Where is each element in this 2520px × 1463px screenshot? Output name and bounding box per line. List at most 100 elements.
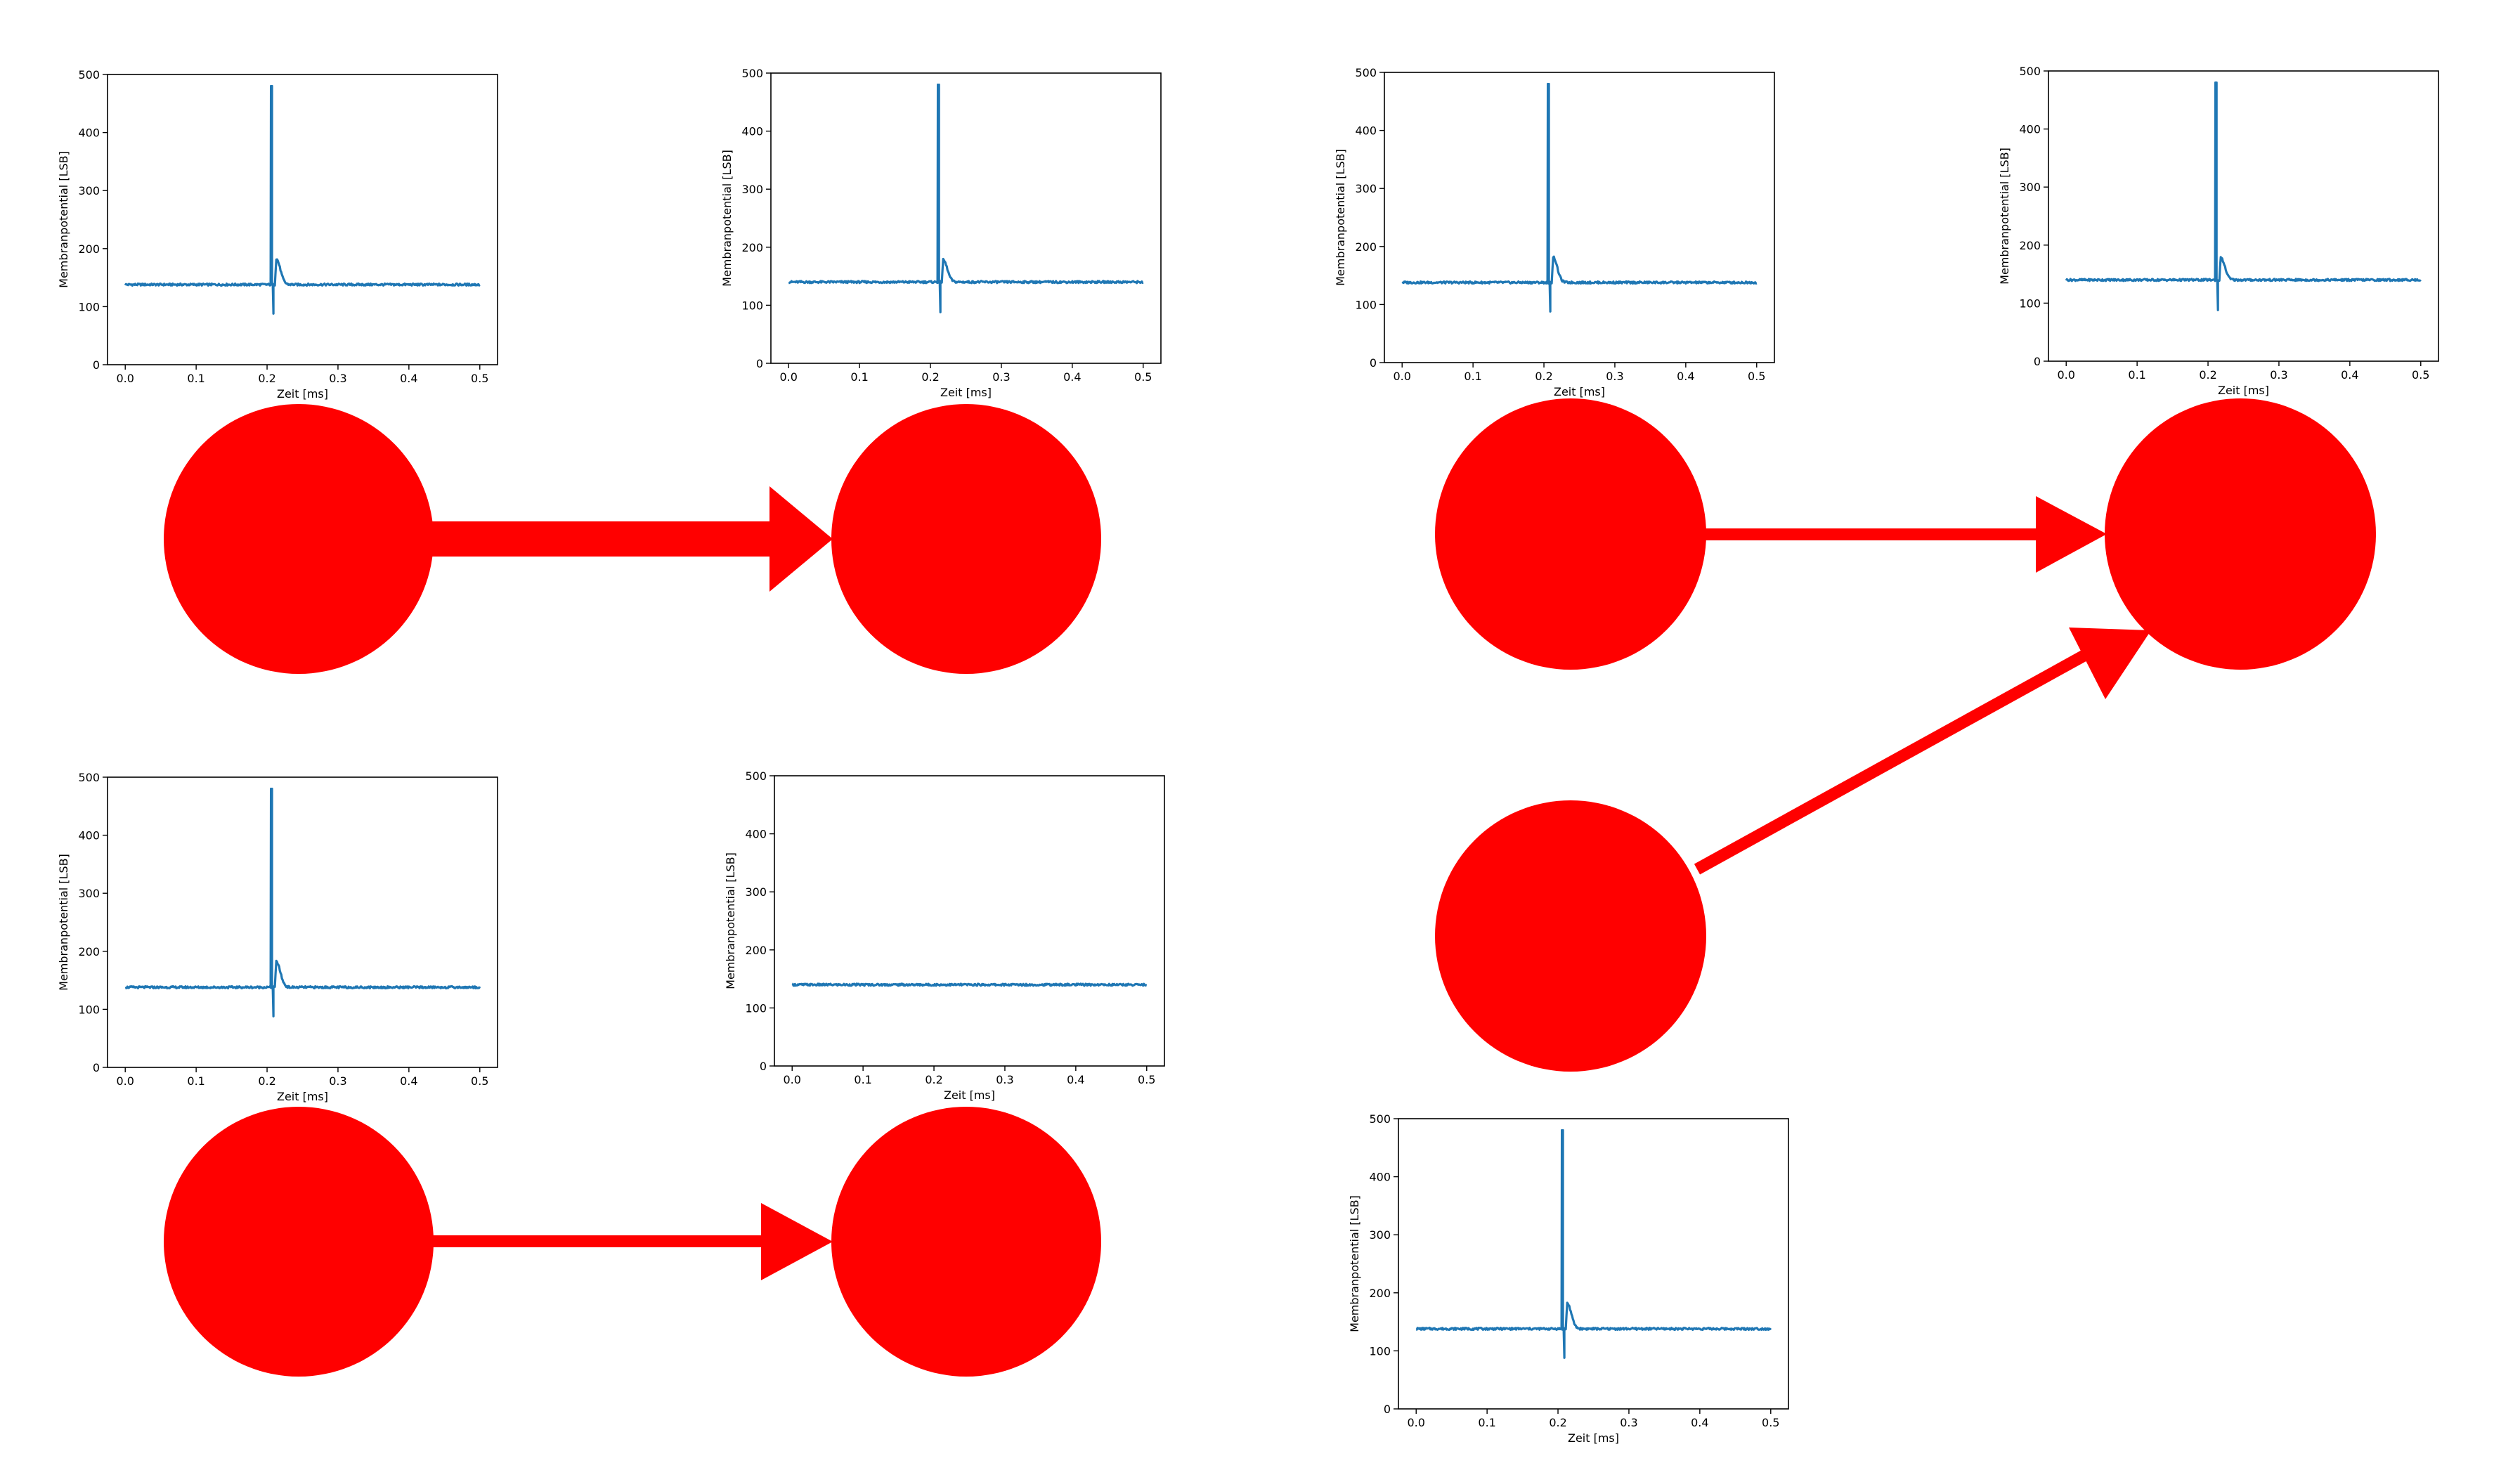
x-tick-label: 0.0 xyxy=(784,1073,801,1086)
x-tick-label: 0.0 xyxy=(780,370,798,384)
membrane-plot-2: 0.0 0.1 0.2 0.3 0.4 0.5 0 100 200 300 400 500 Zeit [… xyxy=(720,67,1162,399)
membrane-trace xyxy=(1401,82,1758,313)
neuron-3 xyxy=(1435,398,1706,670)
x-axis-label: Zeit [ms] xyxy=(277,387,328,401)
y-tick-label: 100 xyxy=(78,300,100,313)
y-tick-label: 500 xyxy=(78,68,100,82)
x-tick-label: 0.1 xyxy=(187,1074,204,1088)
x-tick-label: 0.1 xyxy=(850,370,868,384)
plot-frame xyxy=(1384,72,1775,363)
membrane-potential-plots: 0.0 0.1 0.2 0.3 0.4 0.5 0 100 200 300 400 500 Zeit [… xyxy=(57,65,2439,1445)
y-tick-label: 300 xyxy=(1355,182,1377,195)
x-tick-label: 0.1 xyxy=(1478,1416,1495,1429)
plot-frame xyxy=(107,776,498,1068)
y-tick-label: 400 xyxy=(2019,123,2041,136)
y-tick-label: 300 xyxy=(2019,181,2041,194)
x-tick-label: 0.1 xyxy=(854,1073,871,1086)
x-tick-label: 0.2 xyxy=(921,370,939,384)
x-tick-label: 0.4 xyxy=(1063,370,1081,384)
y-tick-label: 200 xyxy=(1355,240,1377,254)
x-tick-label: 0.2 xyxy=(1549,1416,1566,1429)
y-tick-label: 100 xyxy=(2019,297,2041,310)
x-tick-label: 0.0 xyxy=(2058,368,2075,382)
x-tick-label: 0.0 xyxy=(1394,370,1411,383)
arrow-head xyxy=(2069,628,2151,699)
plot-frame xyxy=(774,775,1165,1067)
x-tick-label: 0.4 xyxy=(2341,368,2358,382)
y-tick-label: 300 xyxy=(78,184,100,197)
y-tick-label: 500 xyxy=(1369,1112,1391,1126)
neuron-2 xyxy=(831,404,1101,674)
y-tick-label: 400 xyxy=(1369,1171,1391,1184)
y-tick-label: 0 xyxy=(93,358,100,372)
y-tick-label: 0 xyxy=(1370,356,1377,370)
x-tick-label: 0.0 xyxy=(117,1074,134,1088)
x-axis-label: Zeit [ms] xyxy=(277,1090,328,1103)
x-axis-label: Zeit [ms] xyxy=(1554,385,1605,398)
y-tick-label: 300 xyxy=(1369,1228,1391,1242)
neuron-network xyxy=(164,398,2376,1377)
neuron-5 xyxy=(1435,800,1706,1072)
x-tick-label: 0.1 xyxy=(187,372,204,385)
membrane-trace xyxy=(124,787,481,1017)
y-tick-label: 200 xyxy=(78,242,100,256)
x-tick-label: 0.3 xyxy=(329,1074,346,1088)
x-tick-label: 0.0 xyxy=(1408,1416,1425,1429)
y-tick-label: 200 xyxy=(745,944,767,957)
y-tick-label: 200 xyxy=(78,945,100,958)
x-tick-label: 0.3 xyxy=(996,1073,1013,1086)
y-tick-label: 200 xyxy=(741,241,763,254)
x-tick-label: 0.4 xyxy=(1677,370,1694,383)
neuron-6 xyxy=(164,1107,434,1377)
x-tick-label: 0.2 xyxy=(925,1073,942,1086)
y-tick-label: 400 xyxy=(78,126,100,140)
x-tick-label: 0.4 xyxy=(400,1074,417,1088)
membrane-trace xyxy=(124,84,481,315)
x-axis-label: Zeit [ms] xyxy=(2218,384,2269,397)
membrane-plot-6: 0.0 0.1 0.2 0.3 0.4 0.5 0 100 200 300 400 500 Zeit [… xyxy=(724,769,1165,1102)
y-axis-label: Membranpotential [LSB] xyxy=(1998,148,2011,285)
neuron-4 xyxy=(2105,398,2376,670)
arrow-head xyxy=(2036,496,2107,573)
y-tick-label: 100 xyxy=(745,1001,767,1015)
x-tick-label: 0.3 xyxy=(2270,368,2287,382)
x-tick-label: 0.4 xyxy=(1067,1073,1084,1086)
y-tick-label: 400 xyxy=(741,125,763,138)
membrane-trace xyxy=(1415,1129,1772,1359)
y-tick-label: 100 xyxy=(1355,298,1377,311)
arrow-shaft xyxy=(1694,644,2098,875)
membrane-trace xyxy=(2065,81,2422,311)
x-axis-label: Zeit [ms] xyxy=(944,1088,995,1102)
membrane-trace xyxy=(788,83,1144,313)
x-tick-label: 0.5 xyxy=(1762,1416,1779,1429)
y-tick-label: 400 xyxy=(1355,124,1377,138)
x-tick-label: 0.5 xyxy=(2412,368,2429,382)
arrow-shaft xyxy=(1701,528,2038,540)
y-tick-label: 300 xyxy=(78,887,100,900)
membrane-plot-1: 0.0 0.1 0.2 0.3 0.4 0.5 0 100 200 300 400 500 Zeit [… xyxy=(57,68,498,401)
y-tick-label: 500 xyxy=(741,67,763,80)
y-tick-label: 0 xyxy=(2034,355,2041,368)
neuron-7 xyxy=(831,1107,1101,1377)
x-tick-label: 0.5 xyxy=(1748,370,1765,383)
x-tick-label: 0.3 xyxy=(329,372,346,385)
y-tick-label: 0 xyxy=(756,357,763,370)
x-tick-label: 0.2 xyxy=(1535,370,1552,383)
y-tick-label: 0 xyxy=(760,1060,767,1073)
x-tick-label: 0.2 xyxy=(258,372,275,385)
membrane-plot-5: 0.0 0.1 0.2 0.3 0.4 0.5 0 100 200 300 400 500 Zeit [… xyxy=(57,771,498,1103)
synapse-arrow-bottom-left xyxy=(429,1203,833,1280)
y-tick-label: 500 xyxy=(1355,66,1377,79)
x-tick-label: 0.5 xyxy=(1138,1073,1155,1086)
y-axis-label: Membranpotential [LSB] xyxy=(1348,1195,1361,1332)
x-axis-label: Zeit [ms] xyxy=(1568,1431,1619,1445)
y-tick-label: 400 xyxy=(745,828,767,841)
neuron-1 xyxy=(164,404,434,674)
y-axis-label: Membranpotential [LSB] xyxy=(720,150,734,287)
x-tick-label: 0.3 xyxy=(992,370,1010,384)
plot-frame xyxy=(2048,70,2439,362)
x-tick-label: 0.1 xyxy=(1464,370,1481,383)
y-tick-label: 200 xyxy=(2019,239,2041,252)
x-tick-label: 0.2 xyxy=(258,1074,275,1088)
